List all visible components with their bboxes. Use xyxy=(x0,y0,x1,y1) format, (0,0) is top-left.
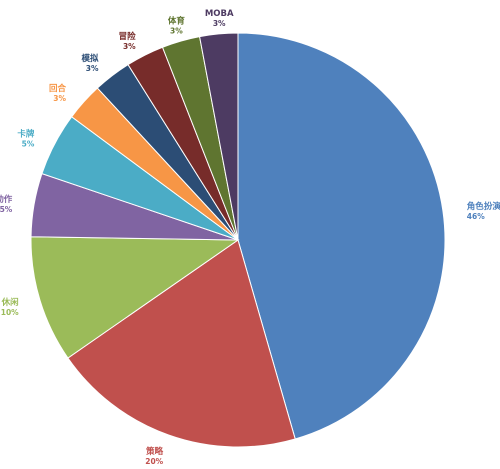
slice-percent-4: 5% xyxy=(22,140,35,149)
pie-labels: 角色扮演46%策略20%休闲10%动作5%卡牌5%回合3%模拟3%冒险3%体育3… xyxy=(0,9,500,466)
pie-slices xyxy=(30,32,446,448)
slice-percent-1: 20% xyxy=(145,457,163,466)
pie-slice-2 xyxy=(30,236,240,359)
slice-label-9: MOBA xyxy=(205,9,234,19)
slice-label-6: 模拟 xyxy=(81,53,99,64)
slice-percent-2: 10% xyxy=(1,308,19,317)
pie-slice-9 xyxy=(199,32,239,241)
slice-percent-5: 3% xyxy=(53,94,66,103)
slice-percent-7: 3% xyxy=(123,42,136,51)
slice-label-3: 动作 xyxy=(0,194,13,205)
slice-percent-6: 3% xyxy=(86,64,99,73)
slice-label-8: 体育 xyxy=(168,16,186,27)
slice-percent-3: 5% xyxy=(0,205,13,214)
slice-label-5: 回合 xyxy=(49,83,67,94)
slice-percent-9: 3% xyxy=(213,19,226,28)
slice-percent-8: 3% xyxy=(170,27,183,36)
slice-label-7: 冒险 xyxy=(119,31,137,42)
pie-slice-0 xyxy=(237,32,446,440)
slice-label-1: 策略 xyxy=(145,446,164,457)
slice-percent-0: 46% xyxy=(467,212,485,221)
pie-slice-1 xyxy=(67,239,296,448)
slice-label-2: 休闲 xyxy=(1,297,19,308)
slice-label-0: 角色扮演 xyxy=(467,201,500,212)
slice-label-4: 卡牌 xyxy=(17,129,35,140)
